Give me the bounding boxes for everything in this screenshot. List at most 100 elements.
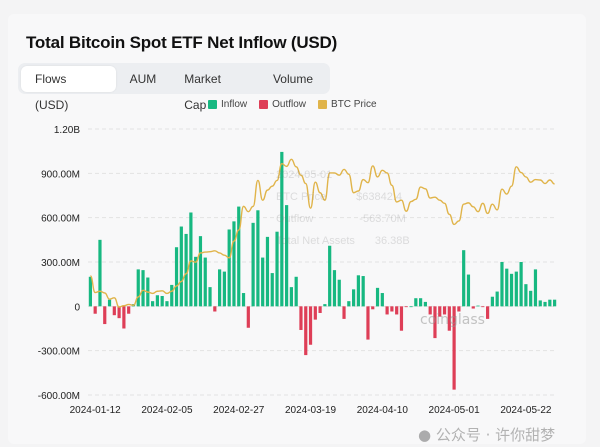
inflow-bar: [294, 276, 298, 307]
tab-flows[interactable]: Flows (USD): [21, 65, 116, 112]
x-tick-label: 2024-01-12: [70, 405, 122, 416]
outflow-bar: [117, 306, 121, 319]
coinglass-watermark: coinglass: [420, 312, 485, 328]
btc-price-line: [89, 158, 555, 308]
outflow-bar: [442, 306, 447, 315]
tooltip-ghost: 2024-05-01 BTC Price $63842.4 Outflow -563…: [276, 164, 410, 252]
inflow-bar: [179, 226, 183, 307]
tooltip-value: 36.38B: [374, 235, 410, 247]
inflow-bar: [275, 231, 279, 307]
legend-label: Outflow: [272, 99, 307, 110]
legend-btc-price[interactable]: BTC Price: [318, 99, 377, 110]
inflow-bar: [261, 257, 265, 307]
inflow-bar: [184, 233, 188, 307]
inflow-bar: [198, 236, 203, 307]
inflow-bar: [232, 221, 236, 307]
inflow-bar: [328, 245, 332, 307]
inflow-bar: [222, 271, 226, 307]
inflow-bar: [533, 269, 538, 307]
x-tick-label: 2024-02-27: [213, 405, 265, 416]
outflow-bar: [304, 306, 308, 356]
outflow-bar: [399, 306, 404, 331]
outflow-bar: [471, 306, 475, 309]
outflow-bar: [481, 306, 485, 308]
inflow-bar: [151, 301, 155, 307]
outflow-bar: [318, 306, 322, 313]
y-tick-label: 900.00M: [41, 169, 80, 180]
btc-price-swatch: [318, 100, 328, 109]
inflow-bar: [280, 151, 284, 307]
inflow-bar: [409, 306, 413, 308]
tooltip-label: Outflow: [276, 213, 314, 225]
wechat-icon: ●: [418, 426, 432, 444]
y-tick-label: 600.00M: [41, 214, 80, 225]
tab-volume[interactable]: Volume: [272, 71, 313, 86]
outflow-bar: [395, 306, 399, 315]
y-tick-label: -600.00M: [38, 391, 80, 402]
inflow-bar: [107, 299, 112, 307]
inflow-bar: [548, 299, 552, 307]
page-title: Total Bitcoin Spot ETF Net Inflow (USD): [26, 33, 338, 52]
outflow-bar: [366, 306, 370, 340]
inflow-bar: [98, 239, 102, 307]
outflow-bar: [428, 306, 432, 315]
tooltip-value: $63842.4: [356, 191, 403, 203]
x-tick-label: 2024-02-05: [141, 405, 193, 416]
inflow-bar: [509, 273, 514, 307]
inflow-bar: [553, 299, 557, 307]
y-tick-label: -300.00M: [38, 347, 80, 358]
tooltip-date: 2024-05-01: [276, 169, 333, 181]
inflow-bar: [375, 287, 380, 307]
inflow-bar: [423, 301, 427, 307]
legend-label: BTC Price: [331, 99, 377, 110]
tab-aum[interactable]: AUM: [129, 71, 157, 86]
inflow-bar: [256, 210, 260, 307]
x-tick-label: 2024-04-10: [357, 405, 409, 416]
inflow-bar: [189, 212, 193, 307]
inflow-bar: [462, 250, 466, 307]
inflow-bar: [160, 295, 164, 307]
legend-inflow[interactable]: Inflow: [208, 99, 247, 110]
wechat-watermark-text: 公众号 · 许你甜梦: [435, 426, 556, 444]
legend-outflow[interactable]: Outflow: [259, 99, 306, 110]
outflow-bar: [308, 306, 313, 345]
inflow-bar: [218, 269, 222, 307]
inflow-bar: [265, 236, 270, 307]
inflow-bar: [237, 206, 241, 307]
y-tick-label: 0: [74, 302, 80, 313]
inflow-bar: [352, 289, 356, 307]
inflow-bar: [361, 276, 365, 307]
y-tick-label: 1.20B: [54, 125, 80, 136]
inflow-bar: [165, 301, 169, 307]
inflow-bar: [203, 257, 207, 307]
outflow-bar: [246, 306, 250, 328]
tab-bar: Flows (USD) AUM Market Cap Volume: [18, 63, 330, 112]
inflow-bar: [538, 300, 542, 307]
inflow-bar: [227, 229, 231, 307]
outflow-bar: [342, 306, 346, 319]
outflow-swatch: [259, 100, 269, 109]
inflow-bar: [174, 247, 179, 307]
x-tick-label: 2024-05-01: [429, 405, 481, 416]
outflow-bar: [404, 306, 408, 308]
inflow-bar: [251, 222, 255, 307]
outflow-bar: [433, 306, 437, 339]
outflow-bar: [112, 306, 116, 316]
tab-market-cap[interactable]: Market Cap: [184, 71, 221, 112]
inflow-bar: [289, 287, 293, 307]
tooltip-label: Total Net Assets: [276, 235, 355, 247]
y-tick-label: 300.00M: [41, 258, 80, 269]
wechat-watermark: ● 公众号 · 许你甜梦: [418, 424, 555, 445]
outflow-bar: [103, 306, 107, 325]
inflow-bar: [543, 301, 547, 307]
inflow-bar: [194, 256, 198, 307]
inflow-bar: [495, 291, 499, 307]
outflow-bar: [457, 306, 461, 312]
outflow-bar: [122, 306, 126, 329]
inflow-bar: [88, 276, 92, 307]
inflow-bar: [241, 293, 246, 307]
outflow-bar: [371, 306, 375, 310]
inflow-bar: [270, 273, 274, 307]
inflow-swatch: [208, 100, 217, 109]
